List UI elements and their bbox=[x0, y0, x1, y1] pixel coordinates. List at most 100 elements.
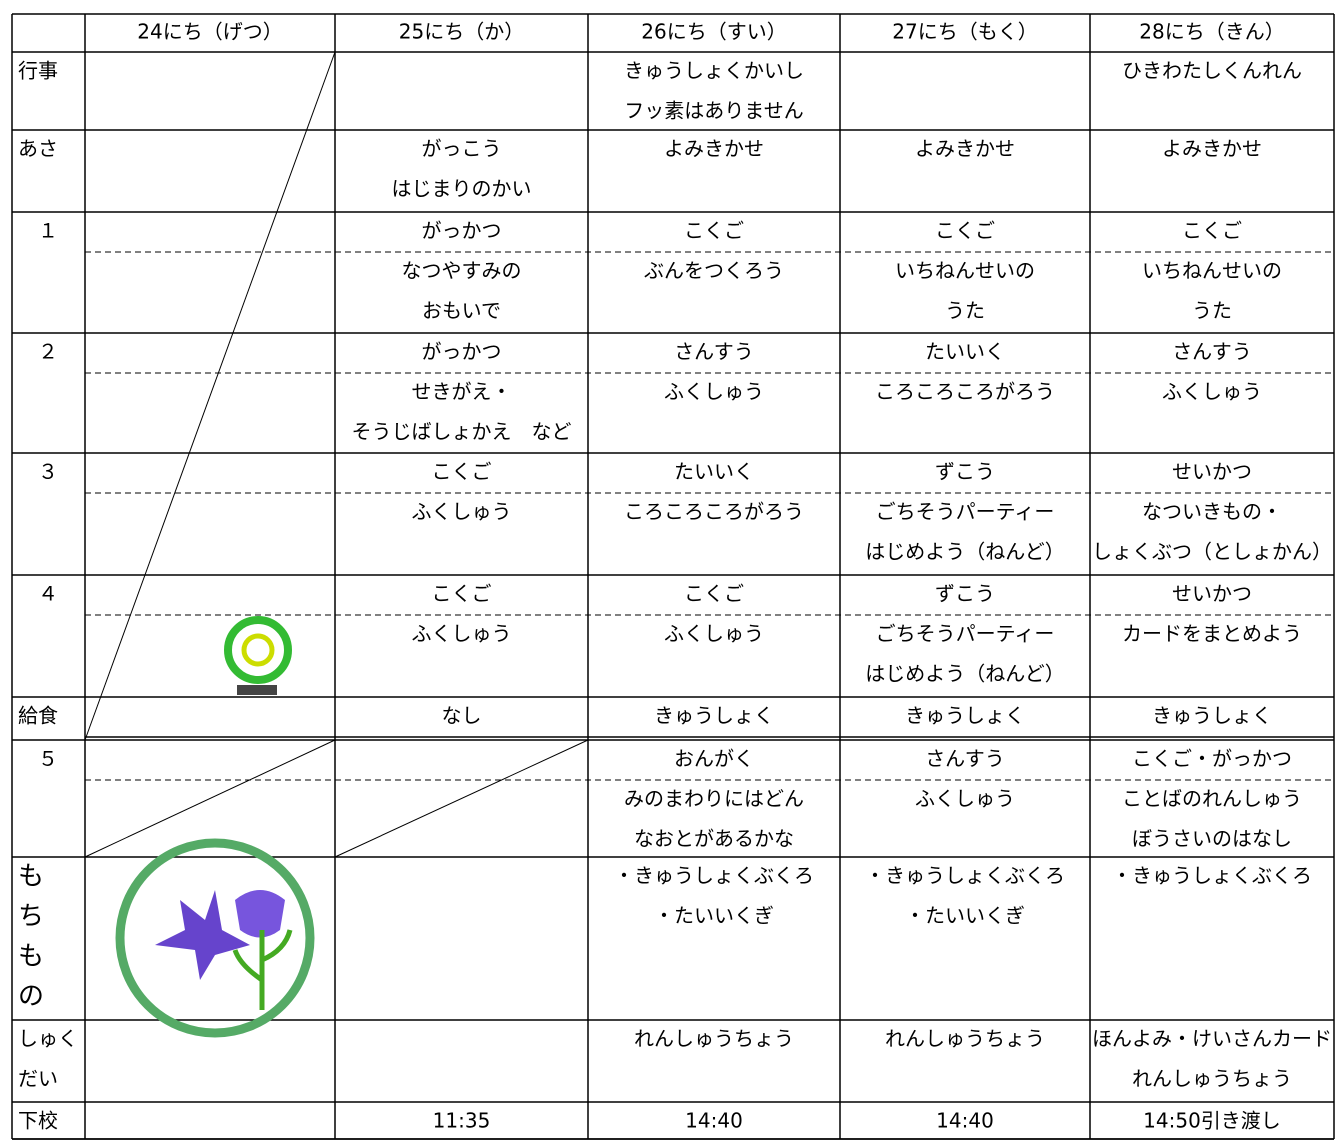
cell-text: そうじばしょかえ など bbox=[352, 420, 572, 444]
cell-text: カードをまとめよう bbox=[1122, 622, 1302, 646]
cell-text: ふくしゅう bbox=[1162, 380, 1262, 404]
cell-text: がっこう bbox=[422, 137, 502, 161]
cell-text: ふくしゅう bbox=[664, 380, 764, 404]
row-label: も bbox=[18, 862, 44, 892]
cell-text: ・きゅうしょくぶくろ bbox=[1112, 864, 1312, 888]
column-header: 25にち（か） bbox=[399, 20, 524, 44]
decoration bbox=[232, 929, 293, 1010]
row-label: ２ bbox=[38, 340, 58, 364]
cell-text: ・たいいくぎ bbox=[905, 904, 1025, 928]
column-header: 26にち（すい） bbox=[641, 20, 786, 44]
cell-text: れんしゅうちょう bbox=[634, 1027, 794, 1051]
cell-text: いちねんせいの bbox=[1142, 259, 1282, 283]
row-label: しゅく bbox=[18, 1027, 78, 1051]
cell-text: たいいく bbox=[674, 460, 754, 484]
cell-text: はじめよう（ねんど） bbox=[865, 662, 1064, 686]
cell-text: なついきもの・ bbox=[1142, 500, 1282, 524]
cell-text: ふくしゅう bbox=[412, 500, 512, 524]
column-header: 27にち（もく） bbox=[892, 20, 1037, 44]
cell-text: うた bbox=[945, 299, 985, 323]
row-label: ３ bbox=[38, 460, 58, 484]
row-label: １ bbox=[38, 219, 58, 243]
cell-text: ふくしゅう bbox=[412, 622, 512, 646]
cell-text: ・きゅうしょくぶくろ bbox=[614, 864, 814, 888]
column-header: 24にち（げつ） bbox=[137, 20, 282, 44]
cell-text: ほんよみ・けいさんカード bbox=[1092, 1027, 1332, 1051]
cell-text: なし bbox=[442, 704, 482, 728]
row-label: ５ bbox=[38, 747, 58, 771]
cell-text: おんがく bbox=[674, 747, 754, 771]
cell-text: ・きゅうしょくぶくろ bbox=[865, 864, 1065, 888]
cell-text: よみきかせ bbox=[915, 137, 1015, 161]
cell-text: ふくしゅう bbox=[664, 622, 764, 646]
cell-text: たいいく bbox=[925, 340, 1005, 364]
cell-text: れんしゅうちょう bbox=[885, 1027, 1045, 1051]
column-header: 28にち（きん） bbox=[1139, 20, 1284, 44]
cell-text: こくご・がっかつ bbox=[1132, 747, 1292, 771]
row-label: ４ bbox=[38, 582, 58, 606]
cell-text: よみきかせ bbox=[1162, 137, 1262, 161]
cell-text: さんすう bbox=[1172, 340, 1252, 364]
row-label: の bbox=[18, 982, 44, 1012]
rule bbox=[84, 739, 336, 858]
cell-text: ごちそうパーティー bbox=[876, 622, 1055, 646]
cell-text: ことばのれんしゅう bbox=[1122, 787, 1302, 811]
row-label: だい bbox=[18, 1067, 58, 1091]
cell-text: こくご bbox=[684, 582, 744, 606]
cell-text: うた bbox=[1192, 299, 1232, 323]
cell-text: がっかつ bbox=[422, 219, 502, 243]
decoration bbox=[115, 838, 315, 1038]
cell-text: フッ素はありません bbox=[624, 99, 803, 123]
cell-text: ごちそうパーティー bbox=[876, 500, 1055, 524]
row-label: も bbox=[18, 942, 44, 972]
rule bbox=[334, 739, 589, 858]
cell-text: 14:40 bbox=[936, 1109, 994, 1133]
row-label: 給食 bbox=[18, 704, 58, 728]
cell-text: 14:50引き渡し bbox=[1143, 1109, 1281, 1133]
cell-text: きゅうしょく bbox=[654, 704, 774, 728]
cell-text: いちねんせいの bbox=[895, 259, 1035, 283]
cell-text: みのまわりにはどん bbox=[624, 787, 804, 811]
cell-text: はじめよう（ねんど） bbox=[865, 540, 1064, 564]
cell-text: ・たいいくぎ bbox=[654, 904, 774, 928]
cell-text: こくご bbox=[432, 460, 492, 484]
cell-text: 11:35 bbox=[433, 1109, 491, 1133]
cell-text: がっかつ bbox=[422, 340, 502, 364]
cell-text: こくご bbox=[684, 219, 744, 243]
cell-text: こくご bbox=[432, 582, 492, 606]
decoration bbox=[155, 890, 250, 980]
cell-text: 14:40 bbox=[685, 1109, 743, 1133]
cell-text: きゅうしょくかいし bbox=[624, 59, 804, 83]
rule bbox=[84, 51, 336, 741]
cell-text: こくご bbox=[1182, 219, 1242, 243]
decoration bbox=[235, 890, 285, 938]
cell-text: さんすう bbox=[925, 747, 1005, 771]
cell-text: ころころころがろう bbox=[875, 380, 1055, 404]
cell-text: せいかつ bbox=[1172, 460, 1252, 484]
cell-text: ぶんをつくろう bbox=[644, 259, 784, 283]
cell-text: なつやすみの bbox=[402, 259, 522, 283]
cell-text: きゅうしょく bbox=[905, 704, 1025, 728]
cell-text: せきがえ・ bbox=[412, 380, 512, 404]
cell-text: きゅうしょく bbox=[1152, 704, 1272, 728]
cell-text: よみきかせ bbox=[664, 137, 764, 161]
cell-text: れんしゅうちょう bbox=[1132, 1067, 1292, 1091]
cell-text: ぼうさいのはなし bbox=[1132, 827, 1292, 851]
decoration bbox=[241, 633, 275, 667]
cell-text: ずこう bbox=[935, 582, 995, 606]
cell-text: こくご bbox=[935, 219, 995, 243]
cell-text: なおとがあるかな bbox=[634, 827, 794, 851]
cell-text: ずこう bbox=[935, 460, 995, 484]
cell-text: ころころころがろう bbox=[624, 500, 804, 524]
decoration bbox=[224, 616, 292, 684]
row-label: あさ bbox=[18, 137, 58, 161]
cell-text: ひきわたしくんれん bbox=[1122, 59, 1302, 83]
cell-text: せいかつ bbox=[1172, 582, 1252, 606]
row-label: 行事 bbox=[18, 59, 58, 83]
cell-text: しょくぶつ（としょかん） bbox=[1092, 540, 1332, 564]
cell-text: おもいで bbox=[422, 299, 501, 323]
decoration bbox=[237, 685, 277, 695]
row-label: ち bbox=[18, 902, 44, 932]
row-label: 下校 bbox=[18, 1109, 58, 1133]
